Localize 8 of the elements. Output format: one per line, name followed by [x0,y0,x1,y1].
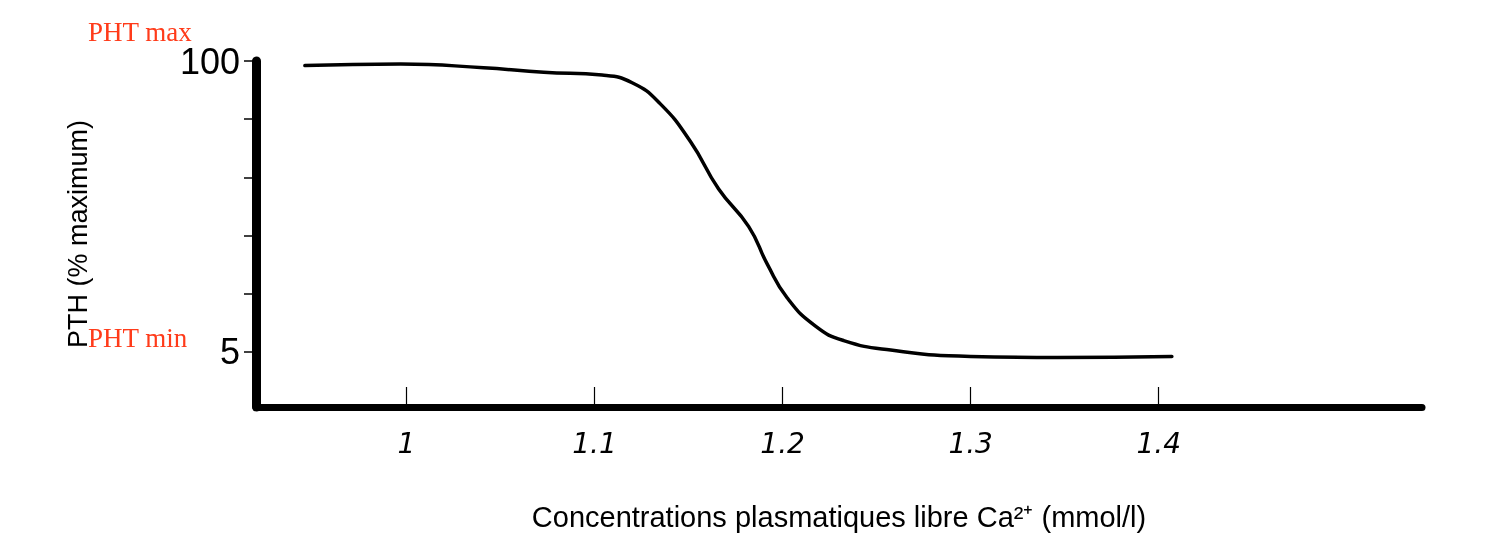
x-tick-label: 1.4 [1136,426,1181,460]
x-tick-label: 1.2 [760,426,805,460]
y-tick-label: 5 [219,331,240,373]
x-tick-label: 1 [397,426,416,460]
line-series [303,62,1174,360]
x-tick-label: 1.1 [572,426,617,460]
x-axis-title: Concentrations plasmatiques libre Ca²⁺ (mmol/l) [531,500,1147,533]
x-tick-label: 1.3 [948,426,993,460]
